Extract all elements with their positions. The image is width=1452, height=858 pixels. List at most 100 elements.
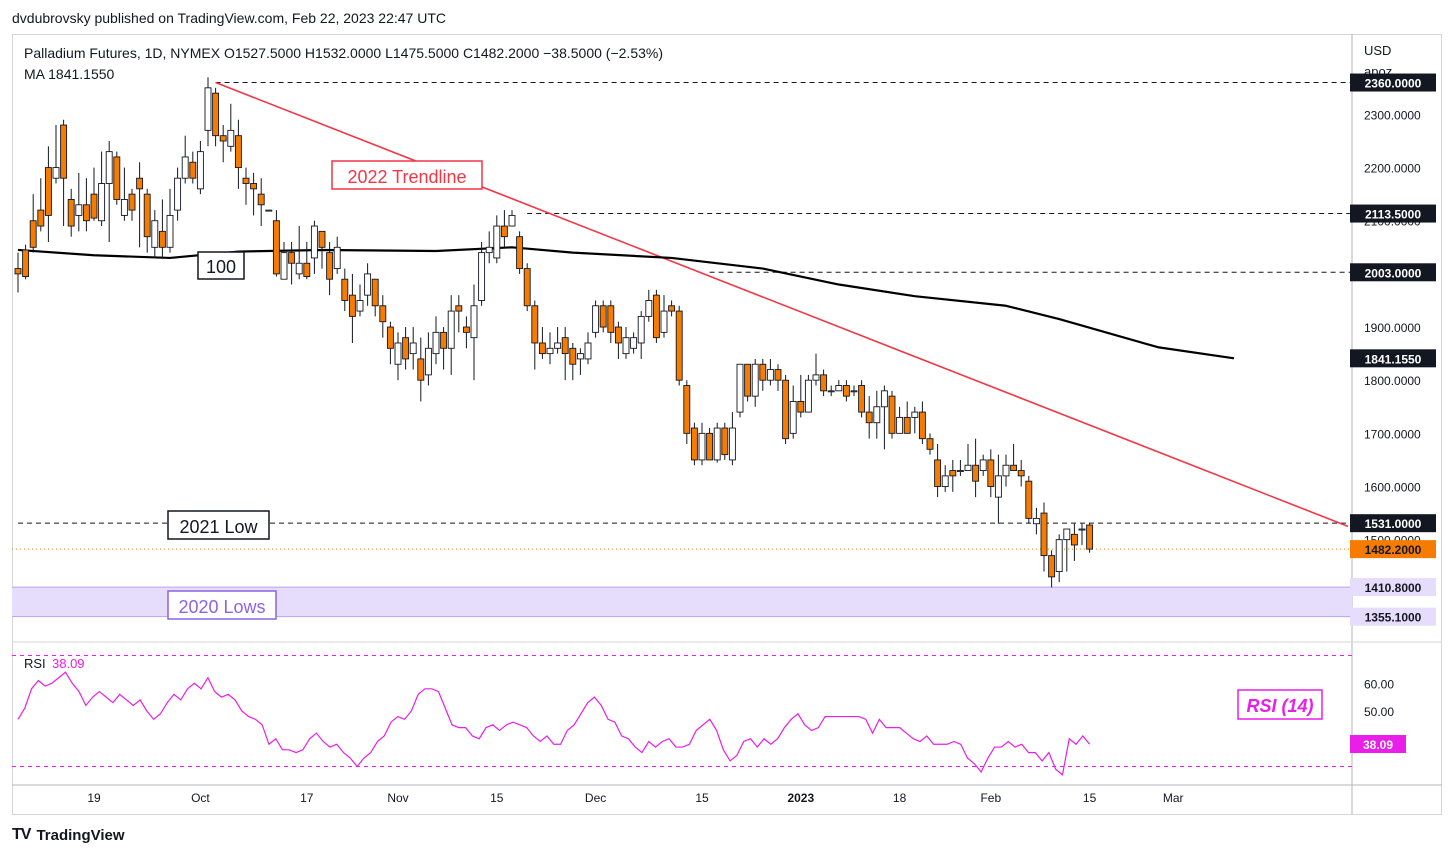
candle-body <box>934 459 942 487</box>
candle-body <box>599 305 607 328</box>
candle-body <box>523 268 531 307</box>
candle-body <box>234 135 242 169</box>
price-tag: 2360.0000 <box>1365 77 1422 91</box>
publisher-line: dvdubrovsky published on TradingView.com… <box>12 10 446 26</box>
price-tag: 1482.2000 <box>1365 543 1422 557</box>
price-tag-bg <box>1350 204 1436 223</box>
rsi-pane: 60.00 50.00 RSI 38.09 38.09 RSI (14) <box>12 655 1406 776</box>
time-tick-label: Mar <box>1163 791 1184 805</box>
candle-body <box>1010 464 1018 472</box>
tradingview-logo-icon: TV <box>12 826 31 843</box>
candle-body <box>896 416 904 434</box>
candle-body <box>607 305 615 333</box>
candle-body <box>113 156 121 200</box>
candle-body <box>531 305 539 344</box>
candle-body <box>280 252 288 280</box>
price-tag-bg <box>1350 263 1436 282</box>
candle-body <box>394 342 402 365</box>
ma-legend: MA 1841.1550 <box>24 66 115 82</box>
candle-body <box>873 406 881 424</box>
time-tick-label: 19 <box>87 791 101 805</box>
candle-body <box>987 459 995 487</box>
candle-body <box>850 390 858 393</box>
low-2021-label-box <box>167 510 270 540</box>
price-tag-bg <box>1350 540 1436 559</box>
candle-body <box>782 379 790 440</box>
candle-body <box>14 268 22 275</box>
candle-body <box>1055 539 1063 573</box>
candle-body <box>660 310 668 333</box>
candle-body <box>447 310 455 349</box>
candle-body <box>584 342 592 360</box>
rsi-tick-label: 50.00 <box>1364 705 1394 719</box>
candle-body <box>637 315 645 344</box>
chart-legend: Palladium Futures, 1D, NYMEX O1527.5000 … <box>24 45 663 61</box>
candle-body <box>835 385 843 392</box>
candle-body <box>257 193 265 206</box>
candle-body <box>546 347 554 355</box>
currency-label: USD <box>1364 43 1391 58</box>
tradingview-footer[interactable]: TV TradingView <box>12 826 125 844</box>
candle-body <box>827 390 835 393</box>
candle-body <box>196 151 204 190</box>
candle-body <box>379 305 387 323</box>
candle-body <box>227 129 235 147</box>
candle-body <box>820 374 828 392</box>
candle-body <box>1025 480 1033 519</box>
candle-body <box>766 369 774 381</box>
candle-body <box>744 363 752 397</box>
price-tick-label: 1600.0000 <box>1364 481 1421 495</box>
candle-body <box>554 342 562 349</box>
candle-body <box>683 385 691 434</box>
candle-body <box>706 432 714 461</box>
low-2021-label: 2021 Low <box>179 517 258 537</box>
candle-body <box>508 214 516 227</box>
ma-label-box <box>197 251 245 280</box>
candle-body <box>812 374 820 381</box>
price-tag-bg <box>1350 514 1436 533</box>
candle-body <box>181 156 189 179</box>
candle-body <box>318 230 326 248</box>
overlays: 2022 Trendline 100 2021 Low 2020 Lows <box>12 81 1352 620</box>
candle-body <box>622 337 630 355</box>
candle-body <box>120 199 128 216</box>
candle-body <box>470 305 478 339</box>
candles <box>14 77 1094 588</box>
candle-body <box>310 225 318 259</box>
candle-body <box>903 416 911 434</box>
tradingview-brand: TradingView <box>36 826 125 844</box>
candle-body <box>432 331 440 355</box>
candle-body <box>797 401 805 413</box>
candle-body <box>630 337 638 349</box>
candle-body <box>652 294 660 339</box>
candle-body <box>972 464 980 482</box>
candle-body <box>90 193 98 219</box>
candle-body <box>204 87 212 131</box>
rsi-legend-value: 38.09 <box>52 656 85 671</box>
candle-body <box>668 305 676 312</box>
candle-body <box>1048 555 1056 578</box>
rsi-annotation-box <box>1237 689 1323 720</box>
price-tag-bg <box>1350 349 1436 368</box>
candle-body <box>417 358 425 381</box>
price-tag-bg <box>1350 578 1436 597</box>
rsi-value-tag-bg <box>1350 735 1406 754</box>
chart-frame[interactable] <box>12 34 1442 815</box>
price-tag: 1531.0000 <box>1365 517 1422 531</box>
candle-body <box>561 337 569 355</box>
candle-body <box>37 209 45 227</box>
candle-body <box>1002 464 1010 477</box>
price-tag: 1355.1000 <box>1365 611 1422 625</box>
candle-body <box>105 151 113 184</box>
candle-body <box>326 252 334 280</box>
candle-body <box>698 432 706 461</box>
price-tag: 1410.8000 <box>1365 581 1422 595</box>
candle-body <box>356 300 364 312</box>
candle-body <box>994 475 1002 498</box>
candle-body <box>288 252 296 264</box>
candle-body <box>67 199 75 227</box>
time-tick-label: 17 <box>300 791 314 805</box>
candle-body <box>341 278 349 301</box>
grid <box>12 34 1442 814</box>
